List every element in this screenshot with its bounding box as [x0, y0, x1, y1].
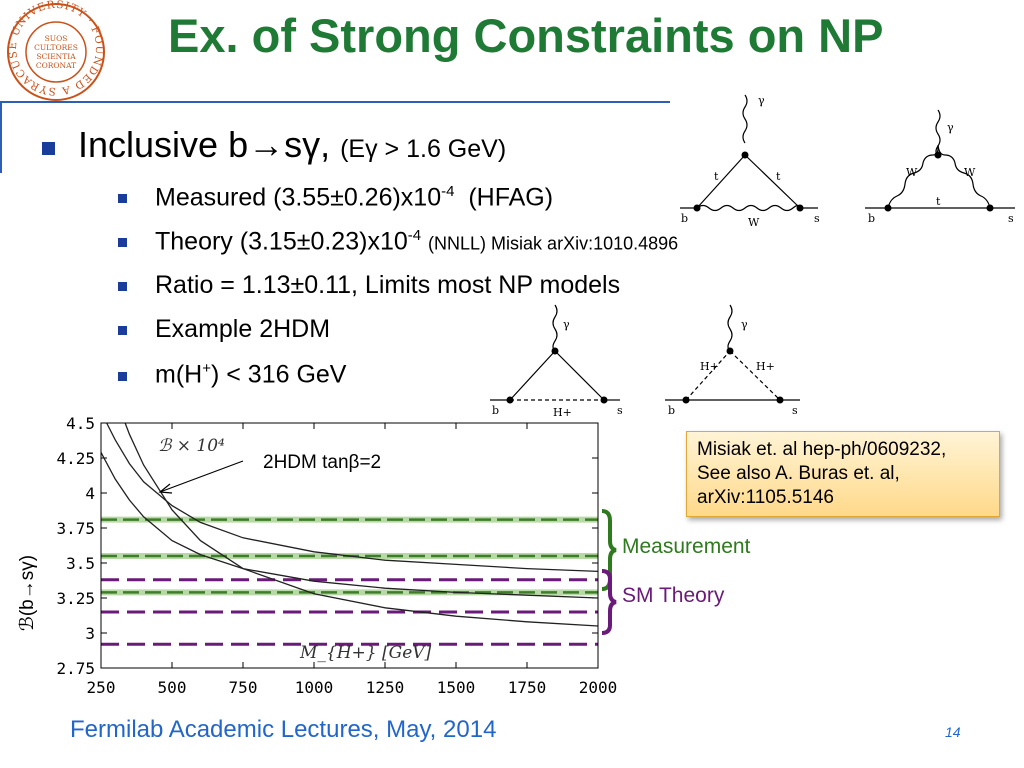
svg-text:H+: H+ [756, 360, 775, 373]
x-tick-label: 2000 [579, 678, 618, 697]
svg-text:H+: H+ [553, 406, 572, 419]
chart-annotation: 2HDM tanβ=2 [263, 452, 381, 473]
y-tick-label: 3.75 [56, 519, 95, 538]
bullet-measured: Measured (3.55±0.26)x10-4 (HFAG) [155, 183, 554, 212]
annotation-arrowhead [158, 483, 173, 494]
chart-inner-label: ℬ × 10⁴ [158, 436, 225, 456]
svg-text:W: W [906, 166, 918, 179]
y-tick-label: 3.25 [56, 589, 95, 608]
title-divider [0, 101, 670, 103]
chart-x-label: M_{H+} [GeV] [299, 643, 432, 663]
svg-text:W: W [964, 166, 976, 179]
branching-ratio-chart: 250 500 750 1000 1250 1500 1750 2000 4.5 4.25 4 3.7… [17, 414, 618, 697]
bullet-ratio: Ratio = 1.13±0.11, Limits most NP models [155, 271, 621, 299]
y-tick-label: 4.25 [56, 449, 95, 468]
svg-text:s: s [792, 404, 798, 417]
bullet-main-detail: (Eγ > 1.6 GeV) [340, 135, 507, 163]
svg-text:W: W [748, 216, 760, 229]
citation-box: Misiak et. al hep-ph/0609232, See also A… [686, 431, 1000, 517]
bracket-marks [601, 509, 617, 635]
svg-text:γ: γ [947, 121, 954, 134]
bullet-marker [118, 238, 127, 247]
svg-text:γ: γ [741, 318, 748, 331]
svg-text:b: b [868, 212, 875, 225]
feynman-diagrams: γ t t b W s γ W W b t s γ b H+ s γ H+ H+… [490, 94, 1015, 419]
bullet-marker [118, 282, 127, 291]
citation-line: Misiak et. al hep-ph/0609232, [697, 439, 947, 460]
theory-brace [601, 569, 617, 635]
logo-center-text: SUOS CULTORES SCIENTIA CORONAT [34, 34, 78, 70]
svg-text:b: b [681, 212, 688, 225]
bullet-marker [42, 142, 55, 155]
bullet-main-text: Inclusive b→sγ, [78, 124, 331, 165]
bullet-main: Inclusive b→sγ, (Eγ > 1.6 GeV) [78, 124, 506, 166]
svg-text:t: t [776, 170, 781, 183]
x-tick-label: 1500 [437, 678, 476, 697]
measurement-label: Measurement [622, 535, 751, 558]
plot-frame [100, 422, 599, 669]
x-tick-label: 750 [229, 678, 258, 697]
prediction-curve-3 [124, 422, 599, 627]
svg-text:t: t [936, 195, 941, 208]
svg-text:s: s [814, 212, 820, 225]
diagram-charged-higgs-2 [665, 304, 800, 401]
svg-text:b: b [668, 404, 675, 417]
x-tick-label: 1750 [508, 678, 547, 697]
x-tick-label: 500 [158, 678, 187, 697]
syracuse-logo: SYRACUSE UNIVERSITY · FOUNDED AD 1870 SU… [0, 0, 112, 104]
left-accent-line [0, 103, 2, 173]
prediction-curve-2 [100, 452, 599, 599]
svg-text:H+: H+ [700, 360, 719, 373]
svg-text:γ: γ [758, 94, 765, 107]
svg-text:s: s [617, 404, 623, 417]
diagram-w-t [865, 109, 1015, 209]
annotation-arrow [159, 460, 244, 493]
y-axis-label: ℬ(b→sγ) [17, 555, 38, 631]
citation-line: arXiv:1105.5146 [697, 487, 834, 508]
svg-text:γ: γ [563, 318, 570, 331]
y-tick-label: 4.5 [66, 414, 95, 433]
bullet-marker [118, 194, 127, 203]
svg-text:b: b [492, 404, 499, 417]
bullet-example: Example 2HDM [155, 315, 331, 343]
slide-title: Ex. of Strong Constraints on NP [168, 9, 884, 62]
x-tick-label: 1000 [295, 678, 334, 697]
y-tick-label: 3 [85, 624, 95, 643]
page-number: 14 [945, 724, 961, 740]
y-tick-label: 3.5 [66, 554, 95, 573]
x-tick-label: 1250 [366, 678, 405, 697]
bullet-marker [118, 372, 127, 381]
diagram-charged-higgs-1 [490, 304, 620, 401]
bullet-mass-limit: m(H+) < 316 GeV [155, 360, 347, 389]
citation-line: See also A. Buras et. al, [697, 463, 900, 484]
x-tick-label: 250 [87, 678, 116, 697]
y-tick-label: 2.75 [56, 659, 95, 678]
svg-text:t: t [714, 170, 719, 183]
svg-text:s: s [1008, 212, 1014, 225]
bullet-theory: Theory (3.15±0.23)x10-4 (NNLL) Misiak ar… [155, 227, 679, 256]
sm-theory-label: SM Theory [622, 584, 725, 607]
diagram-top-w [680, 94, 818, 212]
footer-text: Fermilab Academic Lectures, May, 2014 [70, 716, 497, 743]
prediction-curve-1 [106, 422, 599, 573]
bullet-marker [118, 326, 127, 335]
y-tick-label: 4 [85, 484, 95, 503]
